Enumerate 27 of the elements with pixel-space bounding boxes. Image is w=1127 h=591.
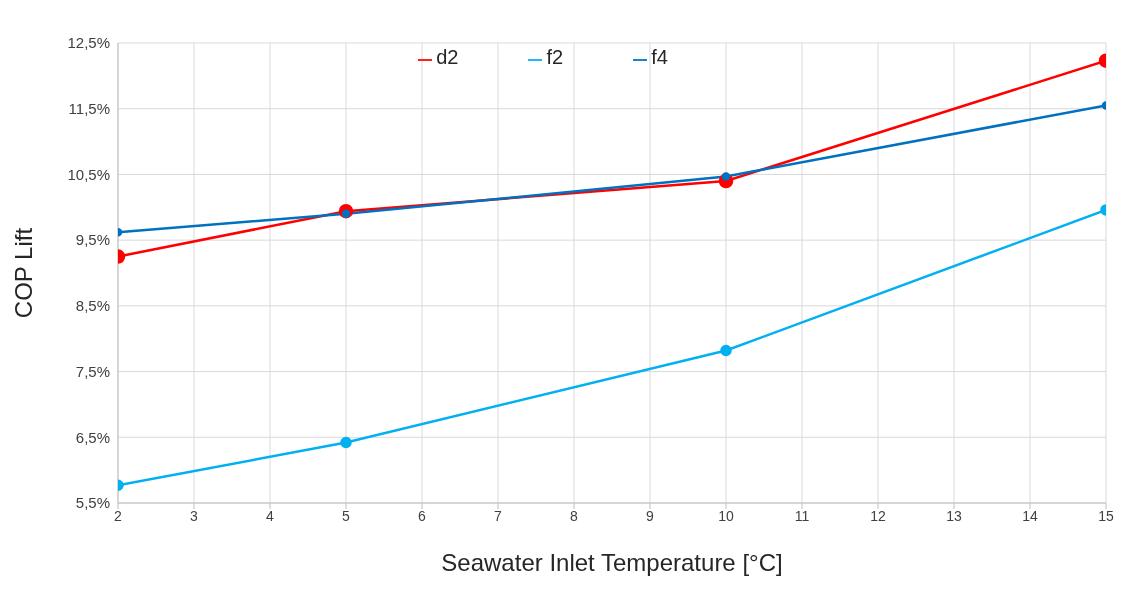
x-tick-label: 3 (190, 507, 199, 524)
x-tick-label: 10 (718, 507, 734, 524)
y-tick-label: 11,5% (68, 100, 110, 118)
legend-label: f4 (651, 46, 668, 68)
x-tick-label: 5 (342, 507, 351, 524)
y-tick-label: 6,5% (75, 428, 110, 446)
y-tick-label: 9,5% (75, 231, 110, 249)
y-tick-label: 5,5% (75, 494, 110, 512)
x-tick-label: 15 (1098, 507, 1114, 524)
x-tick-label: 12 (870, 507, 886, 524)
x-tick-label: 8 (570, 507, 579, 524)
legend-label: f2 (546, 46, 564, 68)
y-axis-title: COP Lift (9, 227, 37, 319)
legend-label: d2 (436, 46, 459, 68)
x-tick-label: 6 (418, 507, 427, 524)
y-tick-label: 10,5% (67, 165, 110, 183)
x-tick-label: 7 (494, 507, 503, 524)
x-tick-label: 2 (114, 507, 123, 524)
y-tick-label: 8,5% (75, 297, 110, 315)
y-tick-label: 12,5% (67, 34, 110, 52)
x-tick-label: 14 (1022, 507, 1038, 524)
x-axis-title: Seawater Inlet Temperature [°C] (441, 549, 783, 576)
x-tick-label: 9 (646, 507, 655, 524)
x-tick-label: 4 (266, 507, 275, 524)
x-tick-label: 11 (794, 507, 810, 524)
x-tick-label: 13 (946, 507, 962, 524)
y-tick-label: 7,5% (75, 362, 110, 380)
